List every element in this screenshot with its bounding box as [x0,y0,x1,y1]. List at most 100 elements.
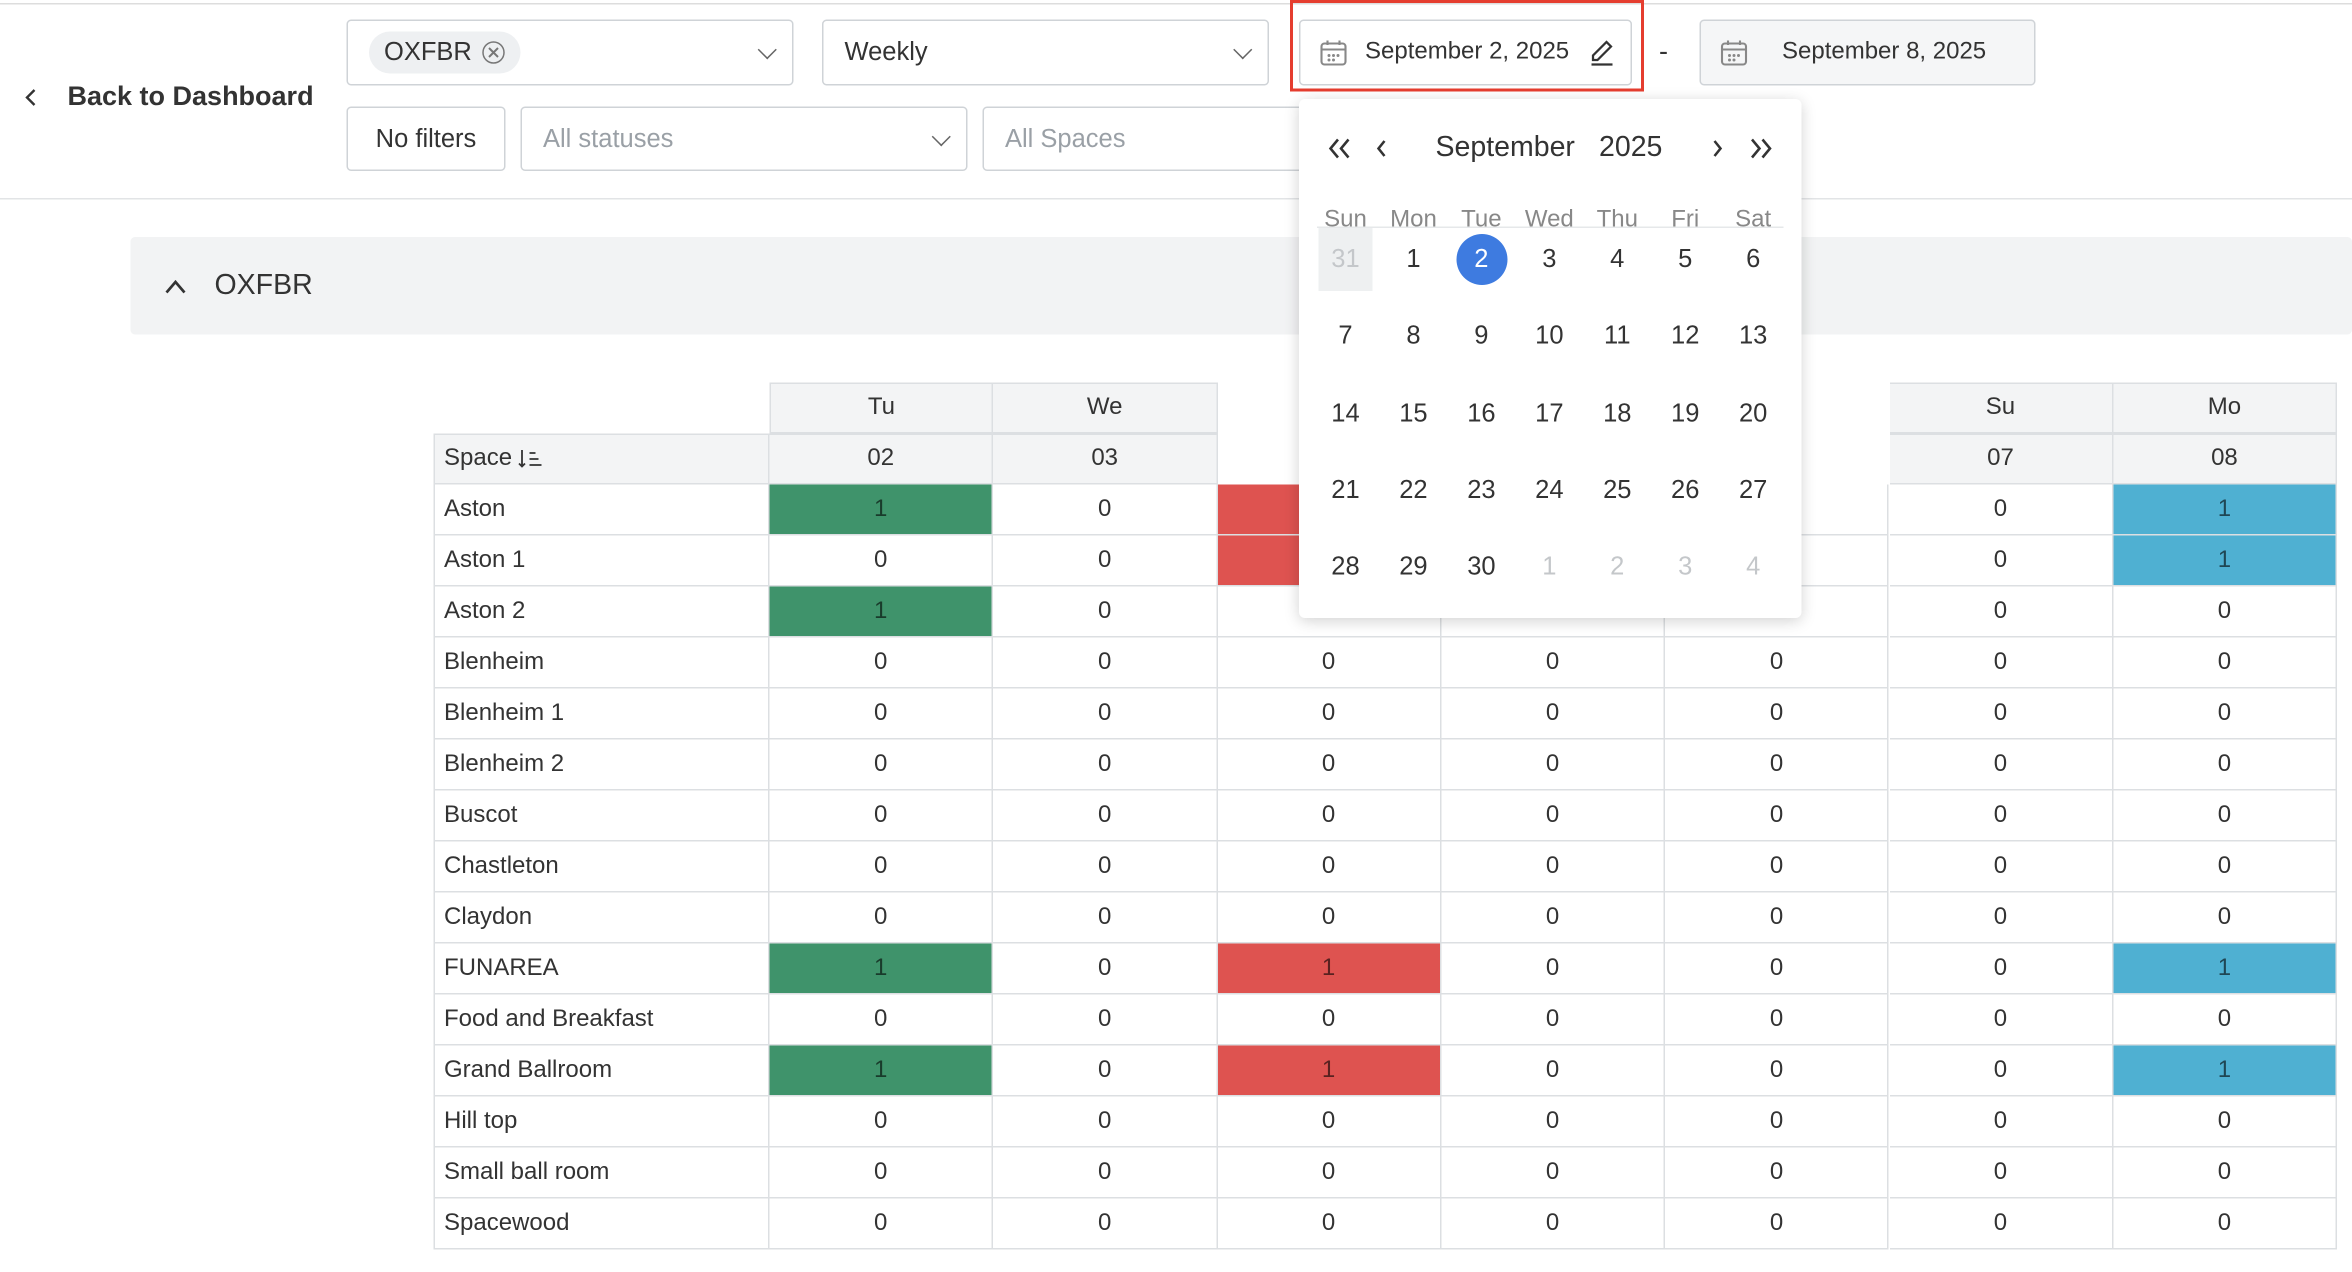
count-cell: 0 [1889,1045,2114,1097]
calendar-day[interactable]: 12 [1658,305,1712,368]
calendar-day[interactable]: 26 [1658,459,1712,522]
calendar-day[interactable]: 10 [1522,305,1576,368]
collapse-icon [165,279,186,293]
calendar-day[interactable]: 5 [1658,228,1712,291]
back-link[interactable]: Back to Dashboard [21,81,314,113]
calendar-day[interactable]: 19 [1658,382,1712,445]
chip-remove[interactable] [481,41,505,65]
calendar-day: 1 [1522,536,1576,599]
space-header[interactable]: Space [433,433,770,485]
count-cell: 0 [993,535,1218,587]
calendar-day[interactable]: 30 [1454,536,1508,599]
highlight-outline [1290,0,1644,92]
date-header: 03 [993,433,1218,485]
count-cell: 0 [1665,1198,1890,1250]
end-date-input[interactable]: September 8, 2025 [1699,19,2036,86]
calendar-day[interactable]: 16 [1454,382,1508,445]
calendar-day[interactable]: 11 [1590,305,1644,368]
prev-year[interactable] [1326,137,1353,161]
calendar-day[interactable]: 17 [1522,382,1576,445]
calendar-day[interactable]: 23 [1454,459,1508,522]
count-cell: 0 [993,739,1218,791]
count-cell: 0 [1665,1096,1890,1148]
calendar-icon [1720,40,1748,66]
group-header[interactable]: OXFBR [130,237,2352,335]
calendar-day[interactable]: 18 [1590,382,1644,445]
space-name: Aston [433,484,770,536]
day-number: 26 [1671,475,1700,504]
count-cell: 0 [1889,637,2114,689]
calendar-day[interactable]: 27 [1726,459,1780,522]
count-cell: 0 [1217,1096,1442,1148]
count-cell: 0 [993,841,1218,893]
count-cell: 0 [1665,739,1890,791]
count-cell: 0 [1889,535,2114,587]
edit-icon [1591,40,1613,66]
day-number: 4 [1610,244,1625,274]
count-cell: 0 [2113,739,2338,791]
count-cell: 0 [1441,739,1666,791]
prev-month[interactable] [1373,137,1391,161]
day-number: 7 [1338,321,1353,350]
next-month[interactable] [1709,137,1727,161]
divider [0,198,2352,200]
calendar-day[interactable]: 13 [1726,305,1780,368]
calendar-day[interactable]: 28 [1319,536,1373,599]
day-number: 25 [1603,475,1632,504]
day-number: 9 [1474,321,1489,350]
count-cell: 1 [1217,1045,1442,1097]
count-cell: 0 [1217,1147,1442,1199]
count-cell: 0 [1441,1147,1666,1199]
count-cell: 0 [1889,994,2114,1046]
calendar-year[interactable]: 2025 [1599,132,1663,164]
day-number: 16 [1467,398,1496,427]
calendar-day[interactable]: 2 [1454,228,1508,291]
count-cell: 0 [993,1147,1218,1199]
next-year[interactable] [1748,137,1775,161]
calendar-day[interactable]: 4 [1590,228,1644,291]
count-cell: 1 [769,943,994,995]
start-date-input[interactable]: September 2, 2025 [1299,19,1632,86]
calendar-month[interactable]: September [1435,132,1575,164]
count-cell: 0 [1441,841,1666,893]
period-select[interactable]: Weekly [822,19,1269,86]
calendar-day[interactable]: 21 [1319,459,1373,522]
count-cell: 1 [2113,1045,2338,1097]
count-cell: 0 [1441,1198,1666,1250]
calendar-day[interactable]: 14 [1319,382,1373,445]
count-cell: 0 [2113,688,2338,740]
group-title: OXFBR [214,269,313,301]
calendar-day[interactable]: 22 [1386,459,1440,522]
count-cell: 0 [1217,790,1442,842]
calendar-day[interactable]: 1 [1386,228,1440,291]
calendar-day[interactable]: 8 [1386,305,1440,368]
calendar-day[interactable]: 7 [1319,305,1373,368]
chip-text: OXFBR [384,37,472,67]
no-filters-button[interactable]: No filters [346,106,506,171]
day-number: 17 [1535,398,1564,427]
calendar-day[interactable]: 24 [1522,459,1576,522]
day-number: 15 [1399,398,1428,427]
calendar-day[interactable]: 9 [1454,305,1508,368]
count-cell: 0 [1889,1147,2114,1199]
count-cell: 0 [1889,1198,2114,1250]
calendar-day[interactable]: 6 [1726,228,1780,291]
day-number: 21 [1331,475,1360,504]
count-cell: 0 [769,994,994,1046]
calendar-day[interactable]: 20 [1726,382,1780,445]
count-cell: 0 [1441,688,1666,740]
space-name: Chastleton [433,841,770,893]
count-cell: 0 [1217,994,1442,1046]
status-select[interactable]: All statuses [520,106,968,171]
calendar-day[interactable]: 25 [1590,459,1644,522]
venue-select[interactable]: OXFBR [346,19,794,86]
day-number: 20 [1738,398,1768,427]
count-cell: 0 [1441,637,1666,689]
count-cell: 0 [1665,892,1890,944]
back-icon [25,88,36,106]
count-cell: 0 [1665,637,1890,689]
calendar-day[interactable]: 3 [1522,228,1576,291]
calendar-day[interactable]: 29 [1386,536,1440,599]
calendar-day[interactable]: 15 [1386,382,1440,445]
venue-chip: OXFBR [369,31,520,74]
